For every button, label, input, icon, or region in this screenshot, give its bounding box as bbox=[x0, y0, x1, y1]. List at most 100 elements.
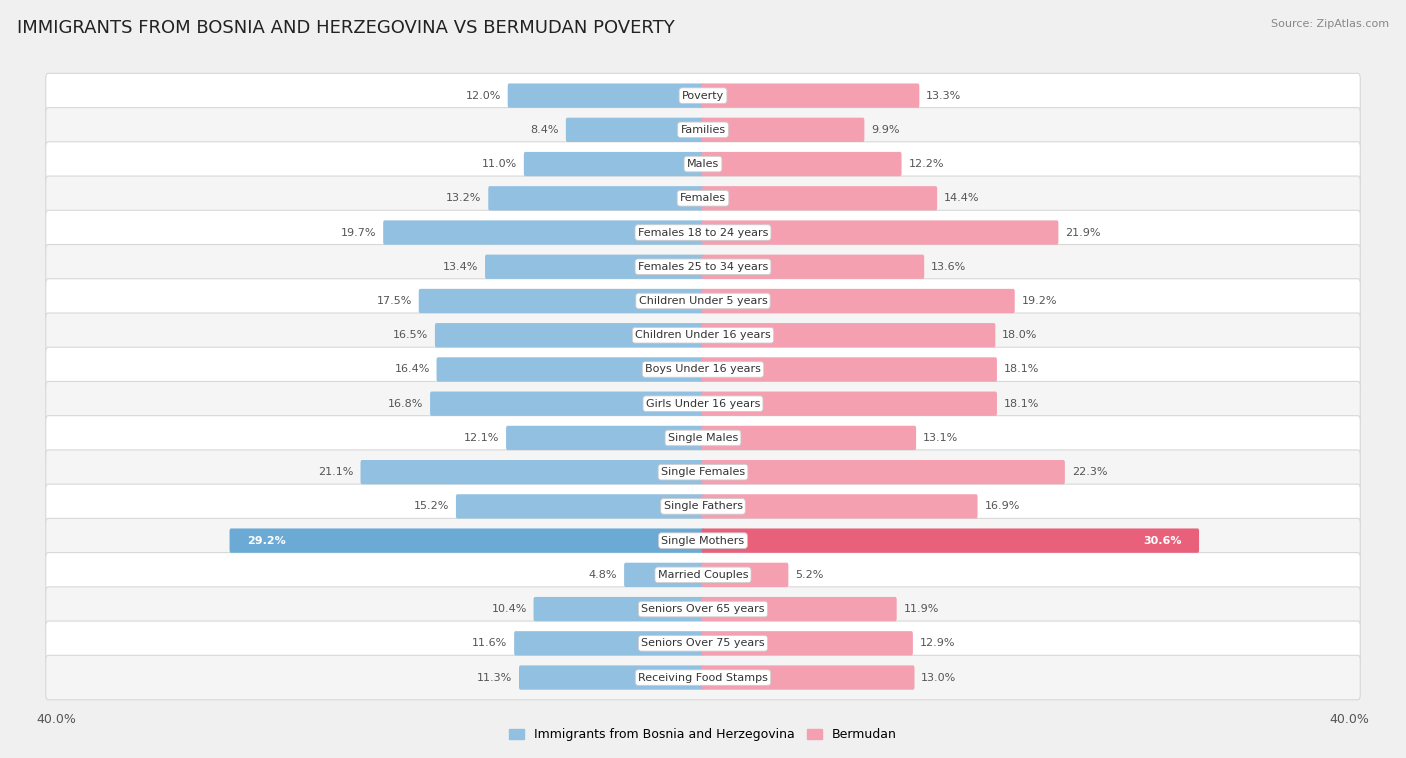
Text: Females: Females bbox=[681, 193, 725, 203]
Text: 13.3%: 13.3% bbox=[927, 91, 962, 101]
Text: 16.5%: 16.5% bbox=[392, 330, 429, 340]
FancyBboxPatch shape bbox=[565, 117, 704, 142]
FancyBboxPatch shape bbox=[524, 152, 704, 176]
Text: Single Females: Single Females bbox=[661, 467, 745, 477]
Text: 12.1%: 12.1% bbox=[464, 433, 499, 443]
FancyBboxPatch shape bbox=[702, 460, 1064, 484]
FancyBboxPatch shape bbox=[702, 392, 997, 416]
FancyBboxPatch shape bbox=[434, 323, 704, 347]
FancyBboxPatch shape bbox=[436, 357, 704, 381]
FancyBboxPatch shape bbox=[488, 186, 704, 211]
Text: 16.4%: 16.4% bbox=[394, 365, 430, 374]
FancyBboxPatch shape bbox=[456, 494, 704, 518]
Text: 17.5%: 17.5% bbox=[377, 296, 412, 306]
FancyBboxPatch shape bbox=[46, 279, 1360, 323]
Text: Children Under 5 years: Children Under 5 years bbox=[638, 296, 768, 306]
FancyBboxPatch shape bbox=[702, 83, 920, 108]
FancyBboxPatch shape bbox=[515, 631, 704, 656]
FancyBboxPatch shape bbox=[46, 210, 1360, 255]
Text: Seniors Over 65 years: Seniors Over 65 years bbox=[641, 604, 765, 614]
FancyBboxPatch shape bbox=[508, 83, 704, 108]
Text: 13.0%: 13.0% bbox=[921, 672, 956, 682]
Text: 29.2%: 29.2% bbox=[247, 536, 285, 546]
Legend: Immigrants from Bosnia and Herzegovina, Bermudan: Immigrants from Bosnia and Herzegovina, … bbox=[503, 723, 903, 747]
Text: 30.6%: 30.6% bbox=[1143, 536, 1181, 546]
FancyBboxPatch shape bbox=[702, 152, 901, 176]
FancyBboxPatch shape bbox=[46, 74, 1360, 117]
FancyBboxPatch shape bbox=[46, 484, 1360, 528]
Text: Children Under 16 years: Children Under 16 years bbox=[636, 330, 770, 340]
Text: Families: Families bbox=[681, 125, 725, 135]
Text: 22.3%: 22.3% bbox=[1071, 467, 1107, 477]
FancyBboxPatch shape bbox=[702, 117, 865, 142]
Text: Single Mothers: Single Mothers bbox=[661, 536, 745, 546]
FancyBboxPatch shape bbox=[702, 255, 924, 279]
FancyBboxPatch shape bbox=[46, 621, 1360, 666]
FancyBboxPatch shape bbox=[229, 528, 704, 553]
Text: 13.4%: 13.4% bbox=[443, 262, 478, 272]
FancyBboxPatch shape bbox=[46, 176, 1360, 221]
Text: Poverty: Poverty bbox=[682, 91, 724, 101]
Text: 21.1%: 21.1% bbox=[318, 467, 354, 477]
Text: 12.9%: 12.9% bbox=[920, 638, 955, 648]
FancyBboxPatch shape bbox=[702, 357, 997, 381]
Text: 16.9%: 16.9% bbox=[984, 501, 1019, 512]
Text: IMMIGRANTS FROM BOSNIA AND HERZEGOVINA VS BERMUDAN POVERTY: IMMIGRANTS FROM BOSNIA AND HERZEGOVINA V… bbox=[17, 19, 675, 37]
FancyBboxPatch shape bbox=[485, 255, 704, 279]
Text: 13.2%: 13.2% bbox=[446, 193, 481, 203]
FancyBboxPatch shape bbox=[46, 450, 1360, 494]
FancyBboxPatch shape bbox=[46, 347, 1360, 392]
Text: 16.8%: 16.8% bbox=[388, 399, 423, 409]
FancyBboxPatch shape bbox=[46, 587, 1360, 631]
Text: Females 25 to 34 years: Females 25 to 34 years bbox=[638, 262, 768, 272]
FancyBboxPatch shape bbox=[419, 289, 704, 313]
Text: 19.2%: 19.2% bbox=[1022, 296, 1057, 306]
Text: Single Males: Single Males bbox=[668, 433, 738, 443]
FancyBboxPatch shape bbox=[702, 323, 995, 347]
FancyBboxPatch shape bbox=[702, 426, 917, 450]
FancyBboxPatch shape bbox=[702, 494, 977, 518]
FancyBboxPatch shape bbox=[46, 518, 1360, 563]
FancyBboxPatch shape bbox=[702, 221, 1059, 245]
FancyBboxPatch shape bbox=[506, 426, 704, 450]
FancyBboxPatch shape bbox=[46, 245, 1360, 289]
FancyBboxPatch shape bbox=[702, 631, 912, 656]
FancyBboxPatch shape bbox=[702, 666, 914, 690]
Text: 18.1%: 18.1% bbox=[1004, 365, 1039, 374]
FancyBboxPatch shape bbox=[702, 528, 1199, 553]
Text: Males: Males bbox=[688, 159, 718, 169]
Text: Single Fathers: Single Fathers bbox=[664, 501, 742, 512]
Text: Receiving Food Stamps: Receiving Food Stamps bbox=[638, 672, 768, 682]
Text: Seniors Over 75 years: Seniors Over 75 years bbox=[641, 638, 765, 648]
Text: 18.1%: 18.1% bbox=[1004, 399, 1039, 409]
Text: Girls Under 16 years: Girls Under 16 years bbox=[645, 399, 761, 409]
Text: 8.4%: 8.4% bbox=[530, 125, 560, 135]
Text: 11.0%: 11.0% bbox=[482, 159, 517, 169]
FancyBboxPatch shape bbox=[46, 553, 1360, 597]
FancyBboxPatch shape bbox=[702, 562, 789, 587]
FancyBboxPatch shape bbox=[46, 313, 1360, 358]
Text: Boys Under 16 years: Boys Under 16 years bbox=[645, 365, 761, 374]
Text: 4.8%: 4.8% bbox=[589, 570, 617, 580]
FancyBboxPatch shape bbox=[533, 597, 704, 622]
Text: 19.7%: 19.7% bbox=[340, 227, 377, 237]
FancyBboxPatch shape bbox=[384, 221, 704, 245]
Text: 18.0%: 18.0% bbox=[1002, 330, 1038, 340]
FancyBboxPatch shape bbox=[46, 108, 1360, 152]
Text: 11.9%: 11.9% bbox=[904, 604, 939, 614]
Text: 12.2%: 12.2% bbox=[908, 159, 943, 169]
FancyBboxPatch shape bbox=[624, 562, 704, 587]
Text: Source: ZipAtlas.com: Source: ZipAtlas.com bbox=[1271, 19, 1389, 29]
FancyBboxPatch shape bbox=[702, 289, 1015, 313]
Text: 5.2%: 5.2% bbox=[796, 570, 824, 580]
FancyBboxPatch shape bbox=[430, 392, 704, 416]
Text: 11.3%: 11.3% bbox=[477, 672, 512, 682]
Text: 10.4%: 10.4% bbox=[491, 604, 527, 614]
FancyBboxPatch shape bbox=[519, 666, 704, 690]
FancyBboxPatch shape bbox=[702, 186, 938, 211]
Text: 15.2%: 15.2% bbox=[413, 501, 449, 512]
Text: Females 18 to 24 years: Females 18 to 24 years bbox=[638, 227, 768, 237]
FancyBboxPatch shape bbox=[46, 656, 1360, 700]
FancyBboxPatch shape bbox=[46, 142, 1360, 186]
FancyBboxPatch shape bbox=[702, 597, 897, 622]
